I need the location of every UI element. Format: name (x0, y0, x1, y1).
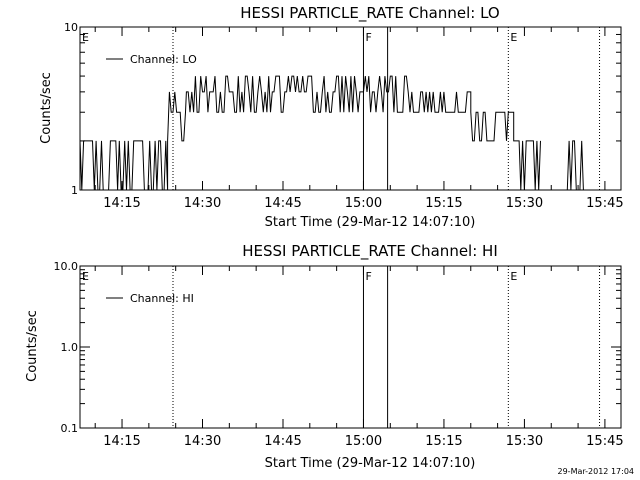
chart-title-lo: HESSI PARTICLE_RATE Channel: LO (240, 4, 499, 23)
event-marker-label: E (510, 270, 517, 283)
panel-lo: HESSI PARTICLE_RATE Channel: LO Start Ti… (39, 4, 624, 230)
y-axis-label-hi: Counts/sec (25, 310, 40, 382)
event-marker-label: E (82, 31, 89, 44)
x-tick-label: 14:45 (264, 196, 301, 211)
x-axis-label-hi: Start Time (29-Mar-12 14:07:10) (265, 456, 476, 471)
x-tick-label: 14:30 (184, 196, 221, 211)
event-marker-label: F (365, 31, 371, 44)
x-tick-label: 15:15 (425, 196, 462, 211)
y-tick-label: 10 (64, 21, 78, 34)
x-tick-label: 15:00 (345, 196, 382, 211)
y-axis-label-lo: Counts/sec (39, 72, 54, 144)
plot-frame (79, 265, 622, 429)
x-tick-label: 14:15 (103, 196, 140, 211)
y-tick-label: 1.0 (61, 341, 79, 354)
x-tick-label: 15:45 (586, 196, 623, 211)
x-tick-label: 15:30 (506, 196, 543, 211)
event-marker-label: F (365, 270, 371, 283)
y-tick-label: 0.1 (61, 422, 79, 435)
x-axis-label-lo: Start Time (29-Mar-12 14:07:10) (265, 215, 476, 230)
legend-label-hi: Channel: HI (130, 292, 194, 305)
x-tick-label: 14:30 (184, 434, 221, 449)
x-tick-label: 15:00 (345, 434, 382, 449)
legend-label-lo: Channel: LO (130, 53, 197, 66)
plot-timestamp: 29-Mar-2012 17:04 (558, 467, 635, 476)
x-tick-label: 15:45 (586, 434, 623, 449)
event-marker-label: E (82, 270, 89, 283)
chart-title-hi: HESSI PARTICLE_RATE Channel: HI (242, 242, 498, 261)
x-tick-label: 15:15 (425, 434, 462, 449)
x-tick-label: 14:15 (103, 434, 140, 449)
x-tick-label: 15:30 (506, 434, 543, 449)
y-tick-label: 1 (71, 184, 78, 197)
panel-hi: HESSI PARTICLE_RATE Channel: HI Start Ti… (25, 242, 624, 471)
plot-frame (79, 26, 622, 191)
x-tick-label: 14:45 (264, 434, 301, 449)
y-tick-label: 10.0 (54, 260, 79, 273)
event-marker-label: E (510, 31, 517, 44)
series-line (79, 75, 584, 191)
